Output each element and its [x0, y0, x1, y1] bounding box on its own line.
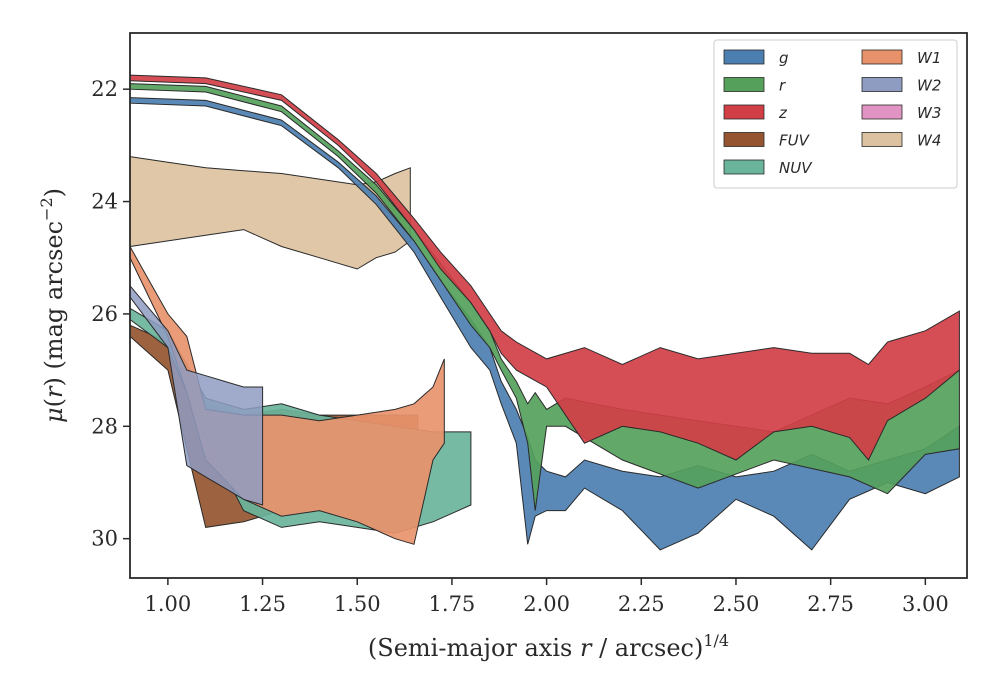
band-layer	[129, 74, 960, 551]
legend-swatch-w3	[861, 104, 903, 120]
legend-label-w3: W3	[917, 104, 941, 122]
legend-box	[713, 39, 958, 189]
legend-label-w2: W2	[917, 77, 941, 95]
x-tick-label: 1.50	[334, 592, 381, 616]
band-z	[129, 74, 960, 461]
legend-label-w4: W4	[917, 132, 941, 150]
x-tick-label: 2.25	[618, 592, 665, 616]
legend-label-r: r	[779, 77, 786, 95]
x-tick-label: 2.50	[713, 592, 760, 616]
legend-swatch-nuv	[723, 159, 765, 175]
legend-swatch-fuv	[723, 132, 765, 147]
x-tick-label: 1.00	[144, 592, 191, 616]
y-axis: 22 24 26 28 30	[91, 77, 130, 551]
legend-label-fuv: FUV	[779, 132, 811, 150]
y-axis-label: μ(r) (mag arcsec−2)	[37, 188, 68, 423]
y-tick-label: 22	[91, 77, 118, 101]
x-tick-label: 3.00	[902, 592, 949, 616]
band-w2	[129, 284, 264, 506]
legend-swatch-r	[723, 77, 765, 92]
x-tick-label: 2.00	[523, 592, 570, 616]
x-axis-title: (Semi-major axis r / arcsec)1/4	[368, 631, 729, 662]
legend-label-z: z	[778, 104, 788, 122]
legend-swatch-w1	[861, 49, 903, 65]
legend-swatch-w4	[861, 132, 903, 147]
y-tick-label: 30	[91, 527, 118, 551]
plot-frame	[129, 32, 968, 579]
legend-label-g: g	[779, 49, 789, 67]
y-tick-label: 24	[91, 190, 118, 214]
x-tick-label: 2.75	[807, 592, 854, 616]
x-axis-label: (Semi-major axis r / arcsec)1/4	[368, 631, 729, 662]
band-g	[129, 97, 960, 551]
legend-label-w1: W1	[917, 49, 941, 67]
legend-swatch-z	[723, 104, 765, 120]
x-tick-label: 1.75	[429, 592, 476, 616]
legend-swatch-w2	[861, 77, 903, 92]
legend-swatch-g	[723, 49, 765, 65]
x-tick-label: 1.25	[239, 592, 286, 616]
legend: grz FUV NUV W1 W2 W3 W4	[713, 39, 958, 189]
y-tick-label: 26	[91, 302, 118, 326]
legend-label-nuv: NUV	[779, 159, 813, 177]
x-axis: 1.00 1.25 1.50 1.75 2.00 2.25 2.50 2.75 3.00	[144, 578, 949, 616]
y-tick-label: 28	[91, 414, 118, 438]
y-axis-title: μ(r) (mag arcsec−2)	[37, 188, 68, 423]
